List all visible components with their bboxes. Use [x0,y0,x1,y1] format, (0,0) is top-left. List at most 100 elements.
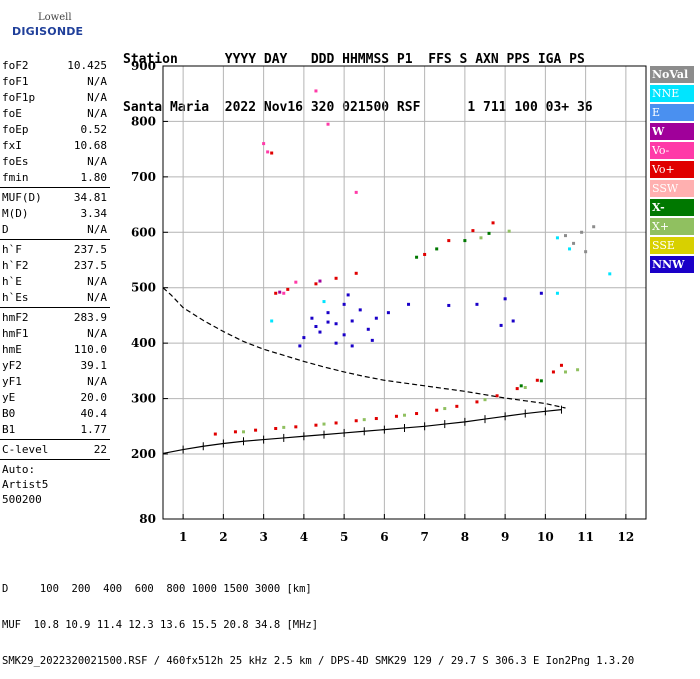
station-header: Station YYYY DAY DDD HHMMSS P1 FFS S AXN… [123,20,593,132]
param-row: C-level 22 [0,442,110,458]
echo-point [286,287,290,291]
param-row: foE N/A [0,106,110,122]
echo-point [318,279,322,283]
echo-point [495,394,499,398]
y-tick-label: 900 [131,59,156,73]
footer-file: SMK29_2022320021500.RSF / 460fx512h 25 k… [2,655,635,667]
param-value: 20.0 [80,391,108,404]
echo-point [491,221,495,225]
param-row: foF2 10.425 [0,58,110,74]
echo-point [354,419,358,423]
echo-point [608,272,612,276]
param-label: hmE [2,343,22,356]
legend-item: NNW [650,256,694,273]
header-labels: Station YYYY DAY DDD HHMMSS P1 FFS S AXN… [123,52,585,67]
param-value: N/A [87,275,107,288]
echo-point [415,412,419,416]
echo-point [278,290,282,294]
echo-point [394,414,398,418]
echo-point [334,322,338,326]
y-tick-label: 300 [131,392,156,406]
x-tick-label: 12 [618,530,635,544]
y-tick-label: 400 [131,336,156,350]
param-value: 40.4 [80,407,108,420]
echo-point [503,297,507,301]
polarization-legend: NoVal NNE E W Vo- Vo+ SSW X- X+ SSE NNW [650,66,694,275]
plot-frame [162,65,647,520]
x-tick-label: 7 [420,530,428,544]
param-row: fxI 10.68 [0,138,110,154]
echo-point [475,302,479,306]
param-row: fmin 1.80 [0,170,110,186]
echo-point [374,316,378,320]
echo-point [487,231,491,235]
echo-point [415,255,419,259]
param-label: foF1p [2,91,36,104]
echo-point [374,417,378,421]
param-value: N/A [87,155,107,168]
echo-point [334,421,338,425]
param-separator [0,459,110,460]
echo-point [447,303,451,307]
echo-point [551,370,555,374]
x-tick-label: 6 [380,530,388,544]
y-tick-label: 600 [131,225,156,239]
echo-point [270,319,274,323]
param-row: h`F 237.5 [0,242,110,258]
echo-point [282,291,286,295]
param-value: N/A [87,375,107,388]
param-value: N/A [87,291,107,304]
echo-point [318,330,322,334]
param-separator [0,439,110,440]
param-value: 1.80 [80,171,108,184]
echo-point [314,282,318,286]
x-tick-label: 10 [537,530,554,544]
echo-point [354,190,358,194]
param-row: yF1 N/A [0,374,110,390]
echo-point [539,379,543,383]
echo-point [592,225,596,229]
echo-point [539,291,543,295]
ionogram-chart: 1 2 3 4 5 6 7 8 9 10 11 128020030040050060070080090… [131,59,647,544]
echo-point [346,293,350,297]
echo-point [463,239,467,243]
echo-point [366,327,370,331]
echo-point [370,338,374,342]
echo-point [386,311,390,315]
param-row: yF2 39.1 [0,358,110,374]
param-value: 10.68 [73,139,107,152]
param-value: 22 [93,443,107,456]
param-value: N/A [87,107,107,120]
param-label: fmin [2,171,29,184]
param-value: N/A [87,223,107,236]
param-label: yE [2,391,16,404]
echo-point [322,422,326,426]
legend-item: Vo- [650,142,694,159]
lowell-digisonde-logo: Lowell DIGISONDE [0,8,84,48]
param-label: yF2 [2,359,22,372]
param-row: M(D) 3.34 [0,206,110,222]
echo-point [443,407,447,411]
param-row: MUF(D) 34.81 [0,190,110,206]
echo-point [274,291,278,295]
footer-muf: MUF 10.8 10.9 11.4 12.3 13.6 15.5 20.8 3… [2,619,319,631]
param-label: B0 [2,407,16,420]
param-separator [0,307,110,308]
echo-point [298,344,302,348]
echo-point [213,432,217,436]
param-value: 283.9 [73,311,107,324]
logo-digisonde: DIGISONDE [12,25,84,38]
param-row: h`Es N/A [0,290,110,306]
echo-point [555,236,559,240]
echo-point [326,122,330,126]
echo-point [559,363,563,367]
echo-point [511,319,515,323]
echo-point [262,142,266,146]
echo-point [342,333,346,337]
x-tick-label: 4 [300,530,308,544]
echo-point [519,384,523,388]
param-label: h`Es [2,291,29,304]
param-value: N/A [87,75,107,88]
echo-point [423,252,427,256]
echo-point [314,423,318,427]
